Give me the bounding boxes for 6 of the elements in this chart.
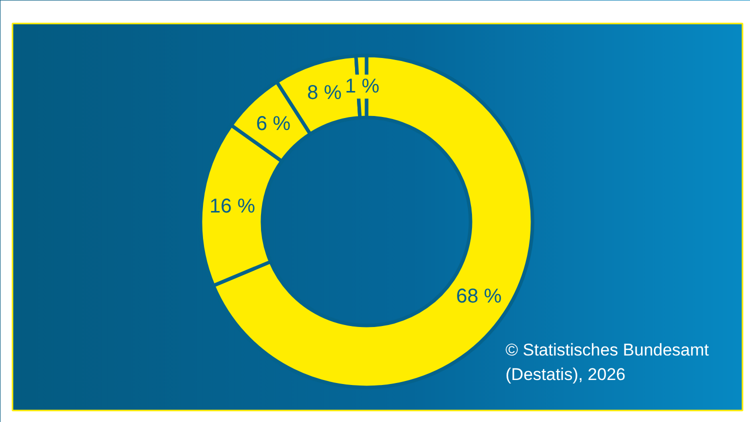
data-label: 68 %	[456, 285, 502, 308]
text: © Statistisches Bundesamt (Destatis), 2026	[506, 340, 710, 384]
data-label: 1 %	[344, 76, 380, 98]
data-label: 16 %	[210, 196, 256, 218]
data-label: 6 %	[256, 112, 291, 135]
data-label: 8 %	[307, 82, 342, 104]
